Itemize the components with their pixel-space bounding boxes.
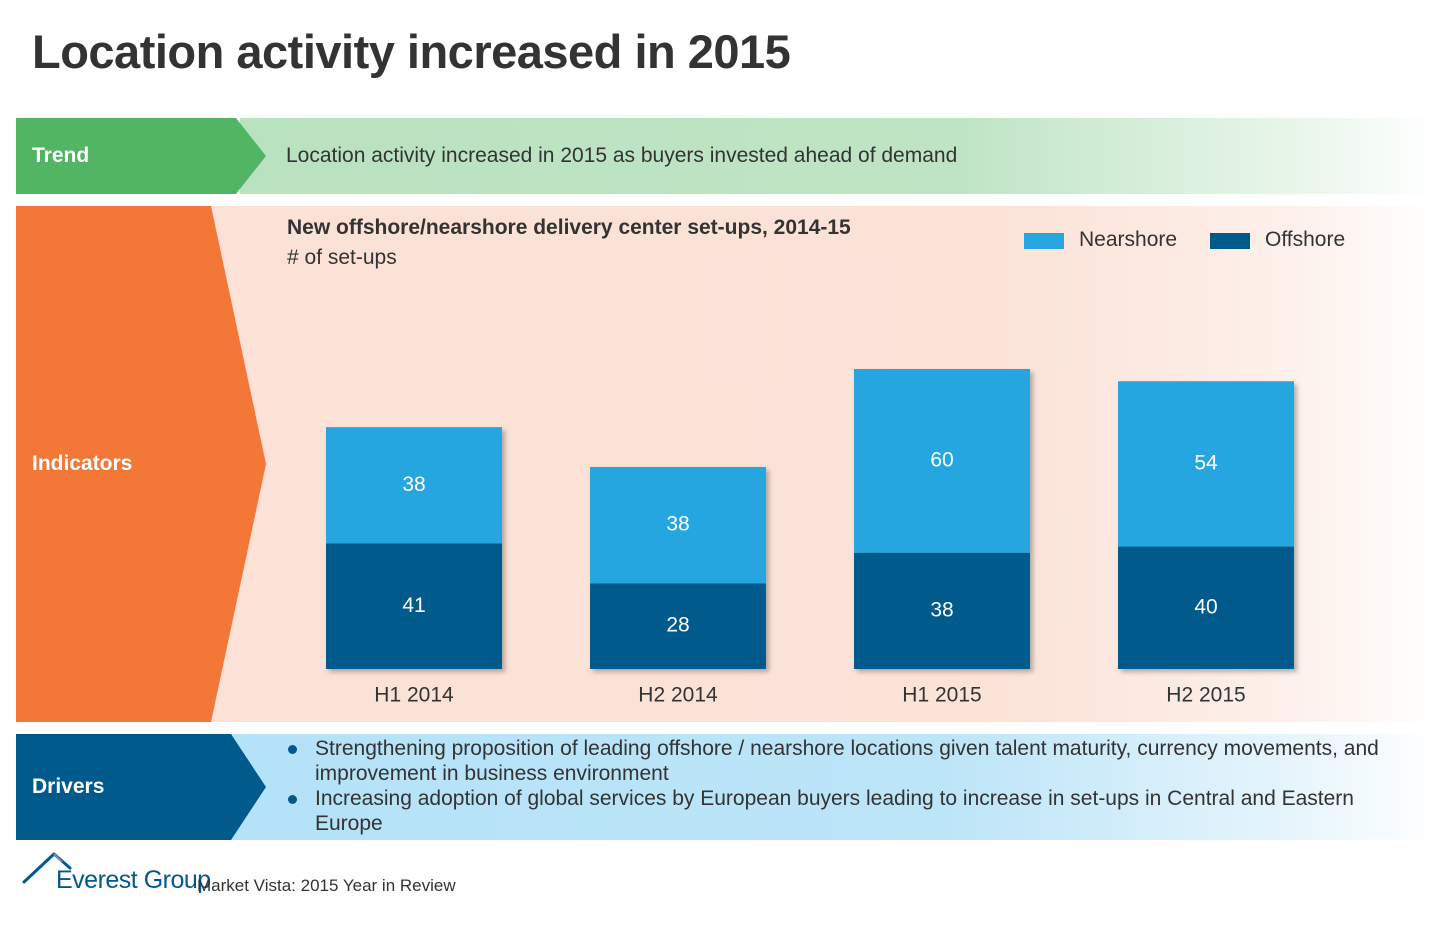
driver-text: Strengthening proposition of leading off… [315,737,1379,785]
driver-item: Strengthening proposition of leading off… [286,736,1396,786]
trend-label: Trend [16,118,266,194]
legend-swatch-offshore [1210,233,1250,249]
indicators-label: Indicators [16,206,266,722]
driver-text: Increasing adoption of global services b… [315,787,1354,835]
footer-caption: Market Vista: 2015 Year in Review [197,876,456,895]
bullet-icon [288,745,297,754]
drivers-band [220,734,1436,840]
bullet-icon [288,795,297,804]
trend-text: Location activity increased in 2015 as b… [286,144,958,167]
footer-brand: Everest Group [56,866,211,894]
legend-label-nearshore: Nearshore [1079,228,1178,251]
everest-group-logo-icon [22,852,72,884]
legend-label-offshore: Offshore [1265,228,1346,251]
trend-band [240,118,1436,194]
page-title: Location activity increased in 2015 [32,25,791,78]
chart-title: New offshore/nearshore delivery center s… [287,216,851,239]
legend-swatch-nearshore [1024,233,1064,249]
driver-item: Increasing adoption of global services b… [286,786,1396,836]
drivers-list: Strengthening proposition of leading off… [286,736,1396,836]
chart-subtitle: # of set-ups [287,246,397,269]
indicators-band [200,206,1436,722]
drivers-label: Drivers [16,734,266,840]
